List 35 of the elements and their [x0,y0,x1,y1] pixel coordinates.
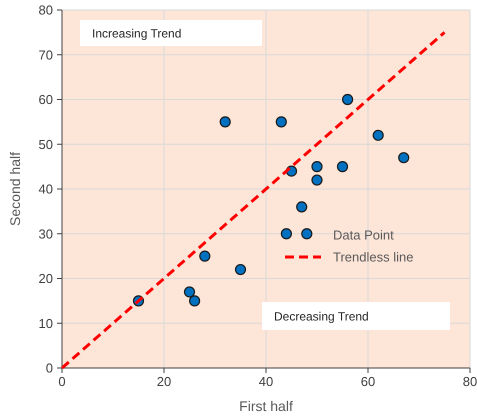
point [342,94,354,106]
y-axis-title: Second half [7,152,23,226]
y-tick-label: 30 [38,226,53,242]
point [301,228,312,240]
point [311,161,323,172]
point [199,250,210,262]
point [311,174,323,186]
x-tick-label: 0 [58,374,66,389]
x-axis-title: First half [239,398,293,414]
x-tick-label: 60 [360,374,376,389]
annotation: Increasing Trend [92,26,182,40]
point [398,152,410,164]
y-tick-label: 20 [38,271,53,286]
annotation: Decreasing Trend [274,310,369,324]
x-tick-label: 40 [258,374,274,389]
point [372,130,384,141]
x-tick-label: 20 [156,374,172,389]
legend-label: Trendless line [333,250,414,264]
point [276,116,287,128]
point [184,286,196,298]
point [234,264,246,276]
x-tick-label: 80 [462,374,477,389]
y-tick-label: 70 [38,47,53,62]
y-tick-label: 40 [38,182,53,196]
series-label: Data Point [333,228,394,242]
point [189,295,200,306]
y-tick-label: 80 [38,2,53,18]
y-tick-label: 60 [38,92,53,107]
y-tick-label: 0 [46,360,53,376]
point [220,116,231,128]
point [280,228,292,240]
point [336,161,348,172]
y-tick-label: 10 [38,316,53,331]
point [296,201,308,212]
y-tick-label: 50 [38,136,53,152]
